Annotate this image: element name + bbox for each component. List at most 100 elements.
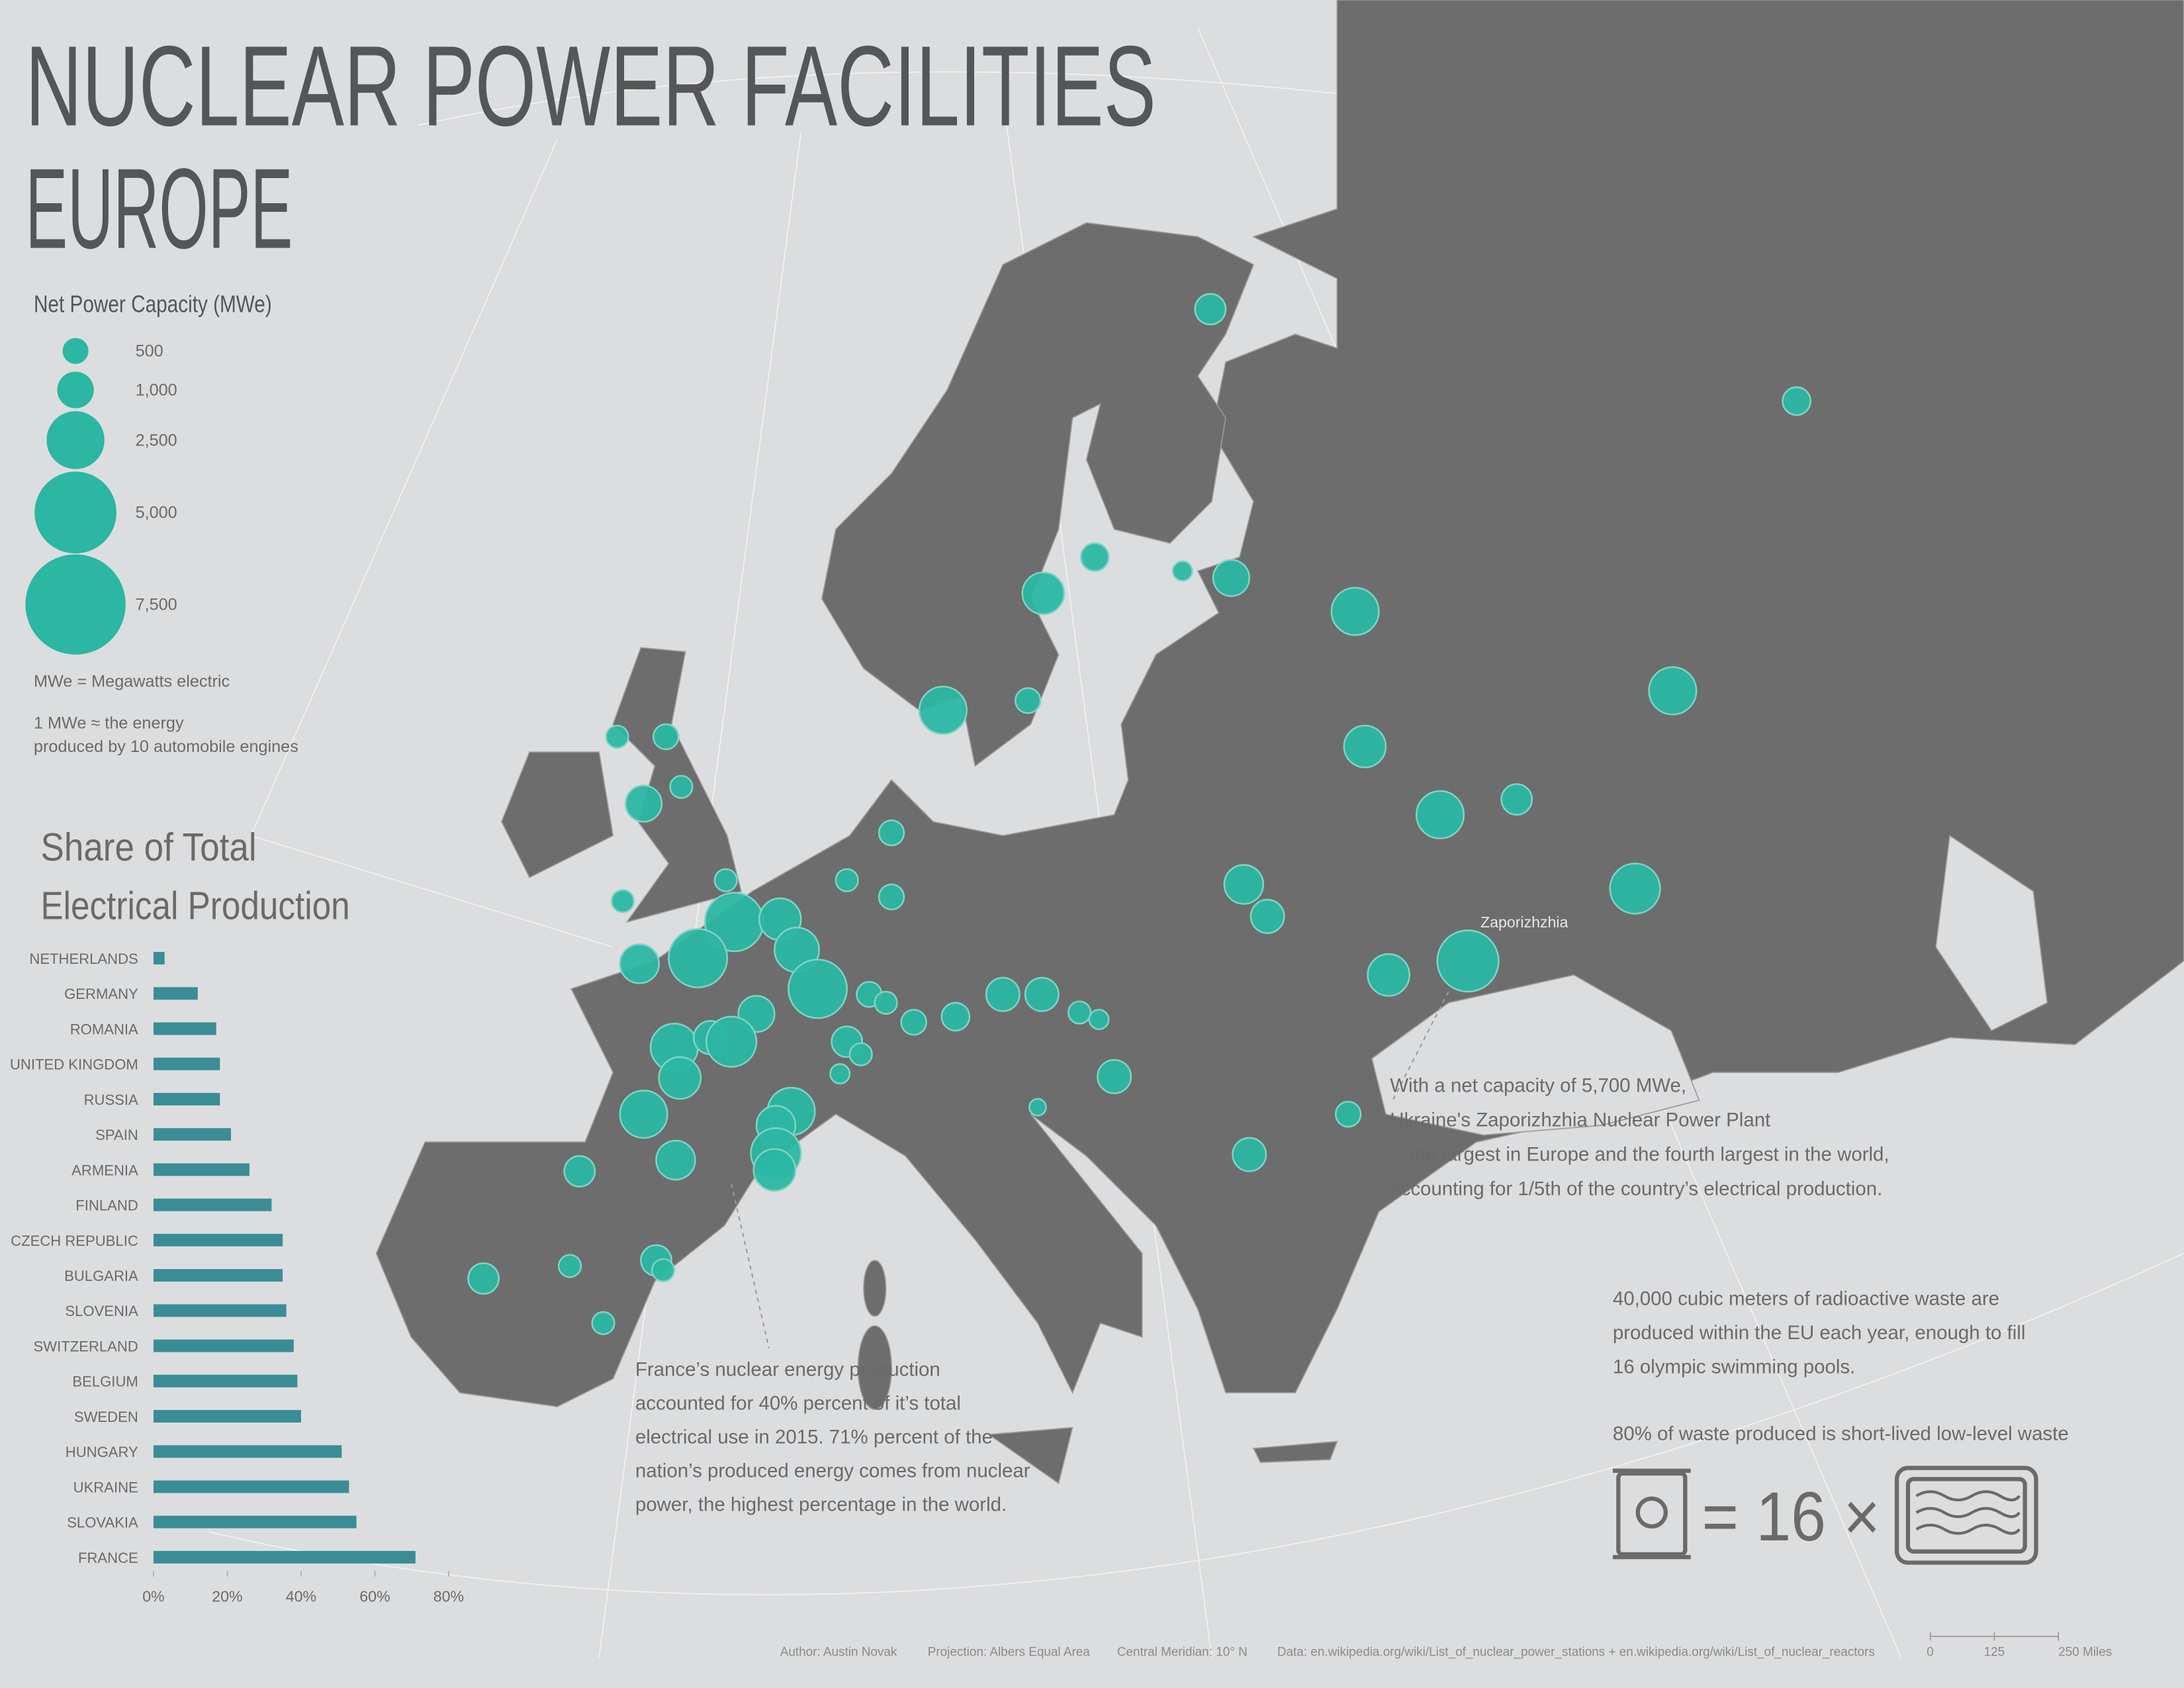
plant-marker [652, 723, 680, 751]
leader-lines [731, 991, 1449, 1348]
footer-text: Central Meridian: 10° N [1117, 1646, 1248, 1660]
x-tick-label: 40% [286, 1588, 316, 1605]
plant-marker [985, 976, 1021, 1012]
category-label: SLOVAKIA [67, 1515, 138, 1531]
plant-marker [829, 1063, 851, 1085]
category-label: SPAIN [95, 1127, 138, 1143]
chart-title: Share of Total [41, 826, 257, 869]
pool-waves [1915, 1490, 2021, 1535]
category-label: RUSSIA [84, 1092, 138, 1108]
plant-marker [713, 868, 738, 892]
meridian [250, 139, 558, 836]
corsica [863, 1260, 887, 1317]
category-label: FRANCE [78, 1550, 138, 1566]
legend-circle [34, 471, 116, 554]
legend-circle [46, 411, 105, 469]
annotation-line: With a net capacity of 5,700 MWe, [1390, 1075, 1686, 1097]
bar [153, 1057, 220, 1070]
legend-label: 2,500 [136, 431, 177, 449]
meridian [250, 835, 614, 948]
bar [153, 1128, 232, 1141]
bar [153, 1410, 301, 1423]
crete [1252, 1440, 1338, 1464]
bar [153, 1550, 416, 1564]
category-label: SWEDEN [74, 1409, 138, 1425]
plant-marker [557, 1254, 582, 1278]
plant-marker [1015, 687, 1042, 714]
radiation-symbol [1635, 1496, 1668, 1529]
footer-text: Projection: Albers Equal Area [928, 1646, 1091, 1660]
plant-marker [835, 868, 859, 892]
plant-marker [591, 1311, 615, 1335]
plant-marker [1648, 666, 1698, 716]
plant-marker [1079, 542, 1110, 572]
bar [153, 1480, 349, 1493]
plant-marker [1343, 724, 1387, 769]
annotation-line: is the largest in Europe and the fourth … [1390, 1143, 1889, 1165]
pool-icon [1894, 1466, 2038, 1565]
annotation-line: electrical use in 2015. 71% percent of t… [635, 1427, 993, 1448]
legend-circle [62, 338, 89, 364]
plant-marker [1067, 1000, 1092, 1025]
annotation-line: power, the highest percentage in the wor… [635, 1493, 1007, 1515]
bar [153, 1022, 216, 1035]
legend-note: 1 MWe ≈ the energy [34, 714, 184, 732]
plant-marker [878, 883, 905, 911]
x-tick-label: 80% [433, 1588, 464, 1605]
scandinavia [821, 222, 1255, 767]
leader-line [1392, 991, 1449, 1101]
plant-marker [1097, 1058, 1132, 1094]
plant-marker [1330, 586, 1380, 636]
title: NUCLEAR POWER FACILITIES [25, 22, 1156, 150]
plant-marker [605, 724, 629, 749]
category-label: ROMANIA [70, 1021, 138, 1037]
bar [153, 952, 165, 964]
scale-label: 250 Miles [2058, 1646, 2112, 1660]
bar [153, 1374, 298, 1387]
x-tick-label: 20% [212, 1588, 242, 1605]
plant-marker [669, 774, 694, 799]
plant-marker [1334, 1100, 1362, 1128]
legend-note: produced by 10 automobile engines [34, 737, 298, 756]
sicily [987, 1427, 1073, 1485]
category-label: GERMANY [64, 986, 138, 1002]
scale-label: 0 [1927, 1646, 1934, 1660]
plant-marker [788, 959, 848, 1019]
legend-label: 500 [136, 342, 163, 361]
plant-marker [563, 1155, 596, 1188]
legend: 500 1,000 2,500 5,000 7,500 [25, 338, 177, 655]
footer-text: Author: Austin Novak [780, 1646, 897, 1660]
plant-marker [1212, 559, 1251, 597]
category-label: BULGARIA [64, 1268, 138, 1284]
plant-marker [1436, 929, 1500, 993]
legend-label: 7,500 [136, 596, 177, 614]
category-label: NETHERLANDS [29, 951, 138, 967]
bar [153, 1163, 250, 1176]
annotation-line: 80% of waste produced is short-lived low… [1613, 1423, 2069, 1444]
x-tick-label: 0% [142, 1588, 164, 1605]
plant-marker [651, 1258, 676, 1282]
plant-marker [619, 1090, 668, 1139]
bar [153, 1269, 283, 1282]
bar-chart: NETHERLANDS GERMANY ROMANIA UNITED KINGDOM R… [10, 951, 464, 1605]
ireland [500, 751, 614, 878]
bar [153, 1198, 272, 1211]
category-label: ARMENIA [71, 1162, 138, 1178]
plant-marker [619, 943, 660, 984]
bar [153, 1445, 342, 1458]
category-label: FINLAND [75, 1197, 138, 1214]
plant-marker [1171, 560, 1193, 582]
plant-marker [752, 1148, 797, 1192]
subtitle: EUROPE [25, 145, 293, 273]
x-tick-label: 60% [359, 1588, 390, 1605]
bar [153, 987, 198, 1000]
category-label: CZECH REPUBLIC [11, 1233, 138, 1249]
annotation-line: nation’s produced energy comes from nucl… [635, 1460, 1030, 1481]
legend-label: 5,000 [136, 504, 177, 522]
plant-marker [1194, 293, 1227, 326]
plant-marker [918, 685, 968, 735]
equation: = 16 × [1702, 1478, 1880, 1556]
plant-marker [848, 1042, 873, 1066]
barrel-icon [1616, 1471, 1688, 1557]
